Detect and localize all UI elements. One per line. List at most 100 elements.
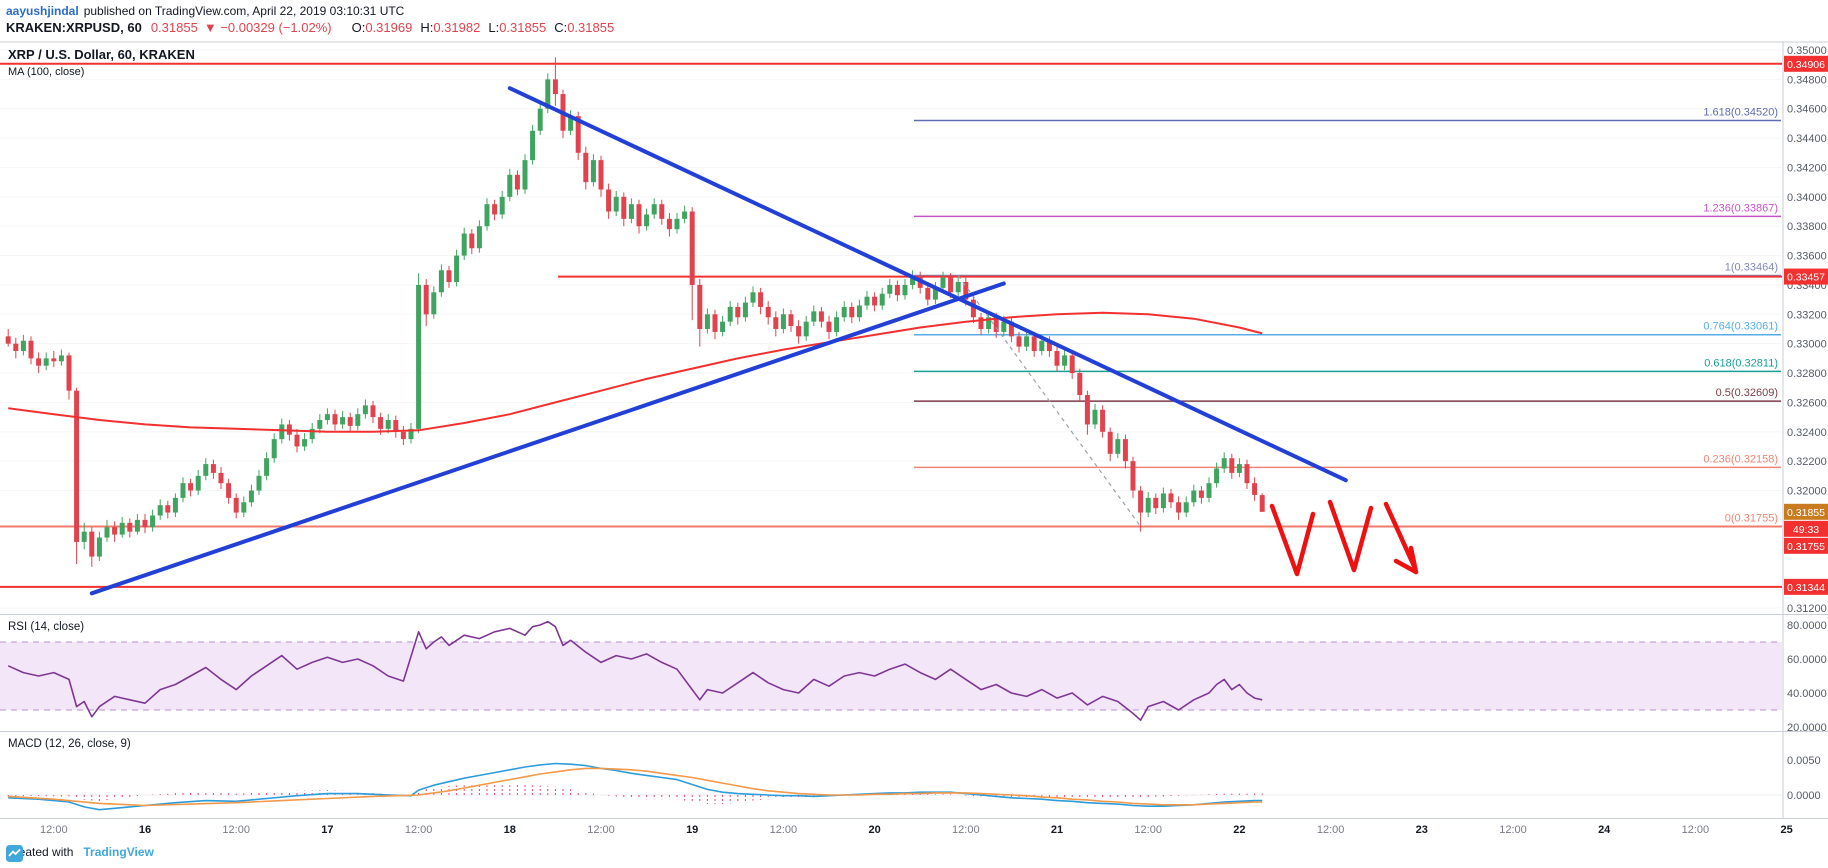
- candle-body: [674, 218, 680, 230]
- candle-body: [36, 358, 42, 366]
- candle-body: [89, 531, 95, 557]
- time-tick-label: 17: [321, 824, 333, 836]
- candle-body: [1130, 461, 1136, 491]
- candle-body: [834, 317, 840, 332]
- candle-body: [499, 196, 505, 215]
- chart-legend-title: XRP / U.S. Dollar, 60, KRAKEN: [8, 47, 195, 62]
- candle-body: [780, 314, 786, 329]
- candle-body: [66, 355, 72, 391]
- candle-body: [416, 284, 422, 429]
- candle-body: [978, 317, 984, 329]
- candle-body: [727, 306, 733, 322]
- candle-body: [134, 519, 140, 532]
- price-tag: [1784, 537, 1828, 554]
- price-tick-label: 0.32600: [1787, 397, 1827, 409]
- candle-body: [826, 321, 832, 332]
- candle-body: [454, 255, 460, 283]
- candle-body: [180, 483, 186, 498]
- candle-body: [925, 287, 931, 300]
- candle-body: [720, 321, 726, 332]
- high-label: H:: [420, 20, 434, 35]
- last-price: 0.31855: [150, 20, 198, 35]
- macd-panel-label: MACD (12, 26, close, 9): [8, 738, 131, 750]
- candle-body: [393, 420, 399, 432]
- price-tag: [1784, 503, 1828, 520]
- candle-body: [1183, 502, 1189, 513]
- candle-body: [446, 270, 452, 283]
- candle-body: [127, 522, 133, 532]
- time-tick-label: 18: [504, 824, 516, 836]
- rsi-tick-label: 40.0000: [1787, 688, 1827, 700]
- ma-legend: MA (100, close): [8, 66, 85, 78]
- candle-body: [302, 439, 308, 447]
- candle-body: [324, 414, 330, 421]
- close-value: 0.31855: [567, 20, 615, 35]
- candle-body: [1084, 395, 1090, 425]
- price-tag-label: 0.31344: [1787, 582, 1825, 594]
- candle-body: [332, 414, 338, 425]
- candle-body: [598, 160, 604, 190]
- candle-body: [58, 355, 64, 362]
- candle-body: [818, 311, 824, 322]
- fib-level-label: 0.5(0.32609): [1716, 387, 1778, 399]
- candle-body: [955, 282, 961, 293]
- price-tick-label: 0.32400: [1787, 427, 1827, 439]
- candle-body: [1077, 373, 1083, 396]
- candle-body: [1176, 502, 1182, 513]
- candle-body: [666, 218, 672, 230]
- candle-body: [51, 358, 57, 362]
- candle-body: [1252, 483, 1258, 495]
- candle-body: [704, 314, 710, 329]
- candle-body: [423, 284, 429, 315]
- macd-line: [8, 762, 1263, 811]
- candle-body: [887, 284, 893, 294]
- candle-body: [476, 226, 482, 249]
- candle-body: [484, 204, 490, 227]
- candle-body: [986, 317, 992, 329]
- candle-body: [712, 314, 718, 332]
- time-tick-label: 16: [139, 824, 151, 836]
- candle-body: [932, 287, 938, 300]
- symbol-quote-bar: KRAKEN:XRPUSD, 60 0.31855 ▼ −0.00329 (−1.0…: [6, 20, 614, 35]
- candle-body: [1168, 493, 1174, 503]
- time-tick-label: 20: [868, 824, 880, 836]
- candle-body: [492, 204, 498, 215]
- candle-body: [1046, 340, 1052, 352]
- candle-body: [408, 428, 414, 440]
- price-tag-label: 0.33457: [1787, 272, 1825, 284]
- candle-body: [469, 233, 475, 249]
- time-tick-label: 25: [1780, 824, 1792, 836]
- candle-body: [1236, 464, 1242, 473]
- candle-body: [150, 515, 156, 528]
- time-tick-label: 12:00: [40, 824, 68, 836]
- trendline: [507, 86, 1348, 483]
- candle-body: [400, 431, 406, 440]
- candle-body: [1008, 321, 1014, 337]
- candle-body: [20, 340, 26, 352]
- footer-attribution: Created with TradingView: [6, 845, 154, 862]
- candle-body: [758, 292, 764, 307]
- candle-body: [317, 420, 323, 429]
- price-change: ▼ −0.00329 (−1.02%): [203, 20, 332, 35]
- candle-body: [370, 405, 376, 418]
- price-tick-label: 0.32000: [1787, 486, 1827, 498]
- published-text: published on TradingView.com, April 22, …: [83, 4, 405, 18]
- price-tick-label: 0.33200: [1787, 309, 1827, 321]
- candle-body: [188, 483, 194, 491]
- candle-body: [5, 336, 11, 344]
- candle-body: [788, 314, 794, 327]
- trendline: [89, 281, 1006, 596]
- down-arrow: [1327, 499, 1374, 573]
- rsi-panel-label: RSI (14, close): [8, 621, 85, 633]
- price-tick-label: 0.32200: [1787, 456, 1827, 468]
- candle-body: [438, 270, 444, 293]
- time-tick-label: 12:00: [1317, 824, 1345, 836]
- fib-level-label: 0.236(0.32158): [1703, 453, 1778, 465]
- candle-body: [256, 475, 262, 491]
- candle-body: [940, 277, 946, 288]
- candle-body: [340, 417, 346, 425]
- rsi-tick-label: 20.0000: [1787, 722, 1827, 734]
- candle-body: [461, 233, 467, 256]
